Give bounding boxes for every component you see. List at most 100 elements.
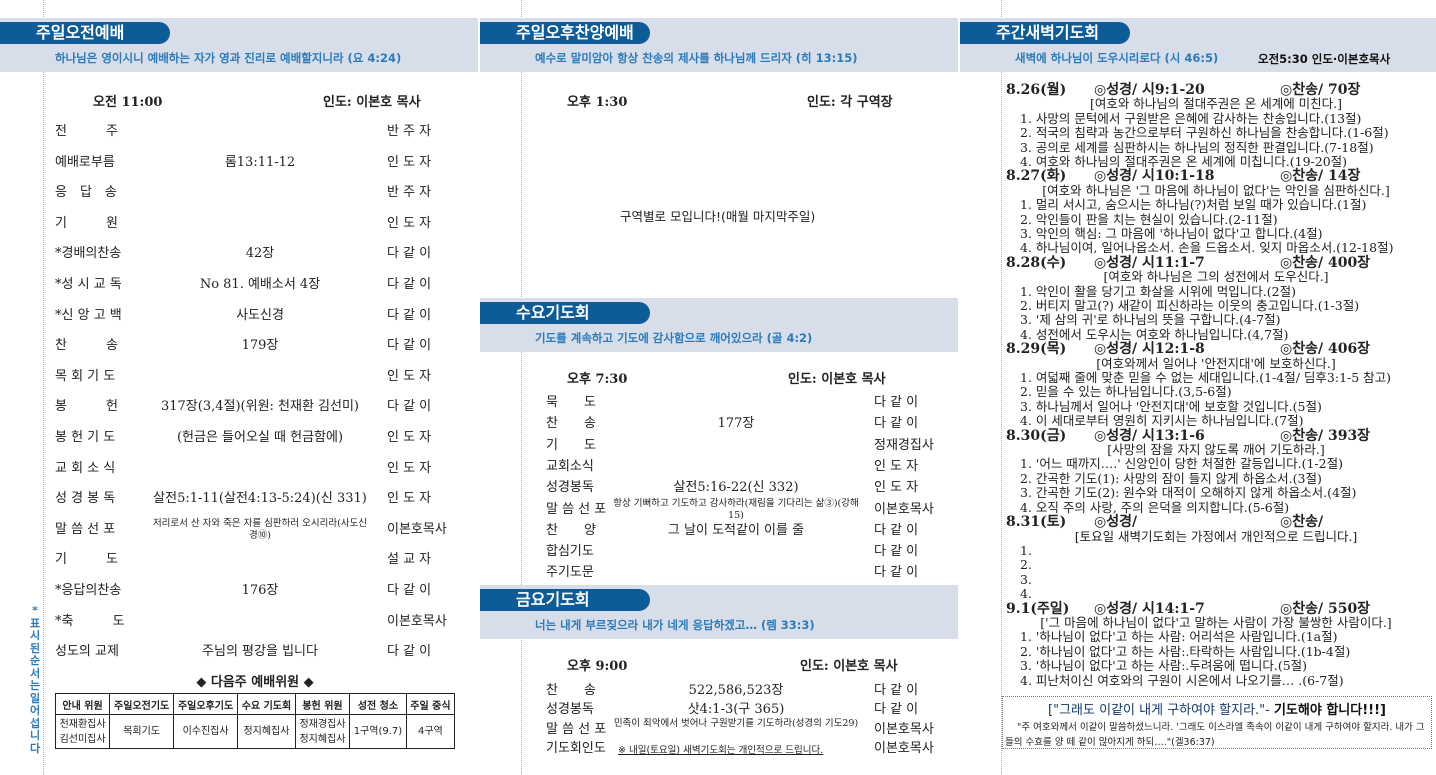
- dawn-day-header: 9.1(주일) ◎성경/ 시14:1-7 ◎찬송/ 550장: [1006, 600, 1426, 617]
- dawn-item: 2. 악인들이 판을 치는 현실이 있습니다.(2-11절): [1020, 211, 1278, 227]
- order-leader: 다 같 이: [874, 565, 919, 581]
- morning-time: 오전 11:00: [93, 95, 163, 110]
- dawn-item: 4. 성전에서 도우시는 여호와 하나님입니다.(4,7절): [1020, 326, 1289, 342]
- order-item: *신 앙 고 백: [55, 307, 122, 323]
- order-item: 합심기도: [546, 544, 594, 560]
- order-item: 성 경 봉 독: [55, 491, 116, 507]
- dawn-hymn: ◎찬송/ 70장: [1280, 82, 1361, 98]
- order-item: 봉 헌: [55, 399, 118, 415]
- dawn-time-leader: 오전5:30 인도·이본호목사: [1258, 52, 1391, 66]
- dawn-bible: ◎성경/ 시14:1-7: [1094, 600, 1205, 617]
- order-leader: 다 같 이: [874, 683, 919, 698]
- order-leader: 인 도 자: [387, 154, 432, 170]
- order-leader: 인 도 자: [387, 460, 432, 476]
- order-item: 기 도: [546, 437, 596, 453]
- dawn-hymn: ◎찬송/ 14장: [1280, 168, 1361, 185]
- order-leader: 이본호목사: [874, 721, 934, 737]
- next-week-cell: 목회기도: [109, 714, 175, 749]
- morning-title: 주일오전예배: [0, 22, 170, 44]
- dawn-day-header: 8.31(토) ◎성경/ ◎찬송/: [1006, 515, 1426, 530]
- next-week-cell: 1구역(9.7): [349, 714, 407, 749]
- order-item: 목 회 기 도: [55, 368, 116, 384]
- dawn-bible: ◎성경/ 시9:1-20: [1094, 82, 1205, 98]
- dawn-hymn: ◎찬송/ 406장: [1280, 341, 1371, 358]
- dawn-item: 2. '하나님이 없다'고 하는 사람:.타락하는 사람입니다.(1b-4절): [1020, 643, 1351, 659]
- dawn-bible: ◎성경/ 시10:1-18: [1094, 168, 1215, 185]
- afternoon-title: 주일오후찬양예배: [480, 22, 650, 44]
- order-leader: 이본호목사: [387, 521, 447, 537]
- wednesday-verse: 기도를 계속하고 기도에 감사함으로 깨어있으라 (골 4:2): [535, 331, 813, 345]
- morning-leader: 인도: 이본호 목사: [323, 95, 421, 110]
- order-item: *경배의찬송: [55, 246, 122, 262]
- order-item: 응 답 송: [55, 185, 117, 201]
- order-item: 기도회인도: [546, 740, 606, 756]
- dawn-date: 8.29(목): [1006, 341, 1067, 358]
- afternoon-leader: 인도: 각 구역장: [807, 95, 893, 110]
- next-week-cell: 정재경집사 정지혜집사: [294, 714, 351, 749]
- dawn-item: 3. 공의로 세계를 심판하시는 하나님의 정직한 판결입니다.(7-18절): [1020, 139, 1374, 155]
- morning-verse: 하나님은 영이시니 예배하는 자가 영과 진리로 예배할지니라 (요 4:24): [55, 51, 402, 65]
- order-leader: 인 도 자: [387, 430, 432, 445]
- next-week-header: 수요 기도회: [237, 693, 296, 715]
- order-leader: 인 도 자: [387, 368, 432, 384]
- order-leader: 다 같 이: [874, 544, 919, 560]
- next-week-cell: 정지혜집사: [237, 714, 296, 749]
- next-week-cell: 천재환집사 김선미집사: [54, 714, 111, 749]
- order-content: 항상 기뻐하고 기도하고 감사하라(재림을 기다리는 삶③)(강해15): [613, 497, 859, 521]
- order-leader: 인 도 자: [387, 215, 432, 231]
- afternoon-column: 주일오후찬양예배 예수로 말미암아 항상 찬송의 제사를 하나님께 드리자 (히…: [480, 0, 958, 775]
- dawn-verse: 새벽에 하나님이 도우시리로다 (시 46:5): [1015, 51, 1219, 65]
- dawn-item: 4. 피난처이신 여호와의 구원이 시온에서 나오기를… .(6-7절): [1020, 672, 1344, 688]
- dawn-day-header: 8.29(목) ◎성경/ 시12:1-8 ◎찬송/ 406장: [1006, 341, 1426, 358]
- order-content: 176장: [241, 583, 279, 598]
- dawn-item: 1. 여덟째 줄에 맞춘 믿을 수 없는 세대입니다.(1-4절/ 딤후3:1-…: [1020, 370, 1392, 386]
- dawn-day-header: 8.28(수) ◎성경/ 시11:1-7 ◎찬송/ 400장: [1006, 255, 1426, 270]
- dawn-item: 2. 적국의 침략과 농간으로부터 구원하신 하나님을 찬송합니다.(1-6절): [1020, 125, 1389, 141]
- dawn-item: 2. 버티지 말고(?) 새같이 피신하라는 이웃의 충고입니다.(1-3절): [1020, 298, 1360, 314]
- order-item: 말 씀 선 포: [546, 721, 607, 737]
- dawn-theme: [여호와 하나님의 절대주권은 온 세계에 미친다.]: [1089, 96, 1343, 112]
- order-item: 전 주: [55, 124, 118, 139]
- order-leader: 다 같 이: [874, 522, 919, 538]
- dawn-bible: ◎성경/ 시12:1-8: [1094, 341, 1205, 358]
- dawn-day: 9.1(주일) ◎성경/ 시14:1-7 ◎찬송/ 550장 ['그 마음에 하나님이…: [1006, 600, 1426, 688]
- order-content: 179장: [241, 338, 279, 354]
- afternoon-note: 구역별로 모입니다!(매월 마지막주일): [620, 209, 816, 224]
- dawn-theme: [여호와 하나님은 '그 마음에 하나님이 없다'는 악인을 심판하신다.]: [1042, 182, 1390, 198]
- friday-time: 오후 9:00: [567, 659, 628, 674]
- dawn-day: 8.28(수) ◎성경/ 시11:1-7 ◎찬송/ 400장 [여호와 하나님은 그의…: [1006, 255, 1426, 342]
- order-item: 말 씀 선 포: [546, 501, 607, 517]
- dawn-item: 3.: [1020, 571, 1032, 587]
- order-content: No 81. 예배소서 4장: [199, 277, 321, 292]
- order-leader: 다 같 이: [387, 583, 432, 598]
- dawn-item: 3. 악인의 핵심: 그 마음에 '하나님이 없다'고 합니다.(4절): [1020, 226, 1323, 242]
- dawn-theme: [여호와께서 일어나 '안전지대'에 보호하신다.]: [1096, 355, 1336, 371]
- order-leader: 인 도 자: [387, 491, 432, 507]
- order-leader: 다 같 이: [387, 246, 432, 262]
- dawn-day-header: 8.30(금) ◎성경/ 시13:1-6 ◎찬송/ 393장: [1006, 427, 1426, 444]
- order-item: 봉 헌 기 도: [55, 430, 116, 445]
- dawn-date: 8.27(화): [1006, 168, 1067, 185]
- order-leader: 다 같 이: [387, 307, 432, 323]
- prayer-box-emphasis: 기도해야 합니다!!!]: [1273, 703, 1386, 718]
- dawn-day: 8.27(화) ◎성경/ 시10:1-18 ◎찬송/ 14장 [여호와 하나님은 '그…: [1006, 169, 1426, 255]
- order-content: 살전5:16-22(신 332): [673, 480, 799, 496]
- wednesday-leader: 인도: 이본호 목사: [788, 372, 886, 387]
- dawn-item: 4. 하나님이여, 일어나옵소서. 손을 드옵소서. 잊지 마옵소서.(12-1…: [1020, 240, 1394, 256]
- order-content: 저리로서 산 자와 죽은 자를 심판하러 오시리라(사도신경⑩): [152, 517, 368, 541]
- dawn-item: 3. 간곡한 기도(2): 원수와 대적이 오해하지 않게 하옵소서.(4절): [1020, 485, 1357, 501]
- order-leader: 반 주 자: [387, 124, 432, 139]
- order-item: 기 도: [55, 552, 118, 568]
- prayer-box-text: "주 여호와께서 이같이 말씀하셨느니라. '그래도 이스라엘 족속이 이같이 …: [1005, 722, 1425, 748]
- dawn-date: 8.26(월): [1006, 82, 1067, 98]
- friday-title: 금요기도회: [480, 589, 650, 611]
- dawn-bible: ◎성경/ 시13:1-6: [1094, 427, 1205, 444]
- order-item: 찬 송: [546, 683, 596, 698]
- order-item: 성경봉독: [546, 480, 594, 496]
- dawn-date: 9.1(주일): [1006, 600, 1070, 617]
- order-content: 42장: [245, 246, 275, 262]
- dawn-theme: [토요일 새벽기도회는 가정에서 개인적으로 드립니다.]: [1074, 528, 1358, 544]
- dawn-item: 1. 멀리 서시고, 숨으시는 하나님(?)처럼 보일 때가 있습니다.(1절): [1020, 197, 1367, 213]
- wednesday-title: 수요기도회: [480, 302, 650, 324]
- dawn-item: 4. 여호와 하나님의 절대주권은 온 세계에 미칩니다.(19-20절): [1020, 154, 1348, 170]
